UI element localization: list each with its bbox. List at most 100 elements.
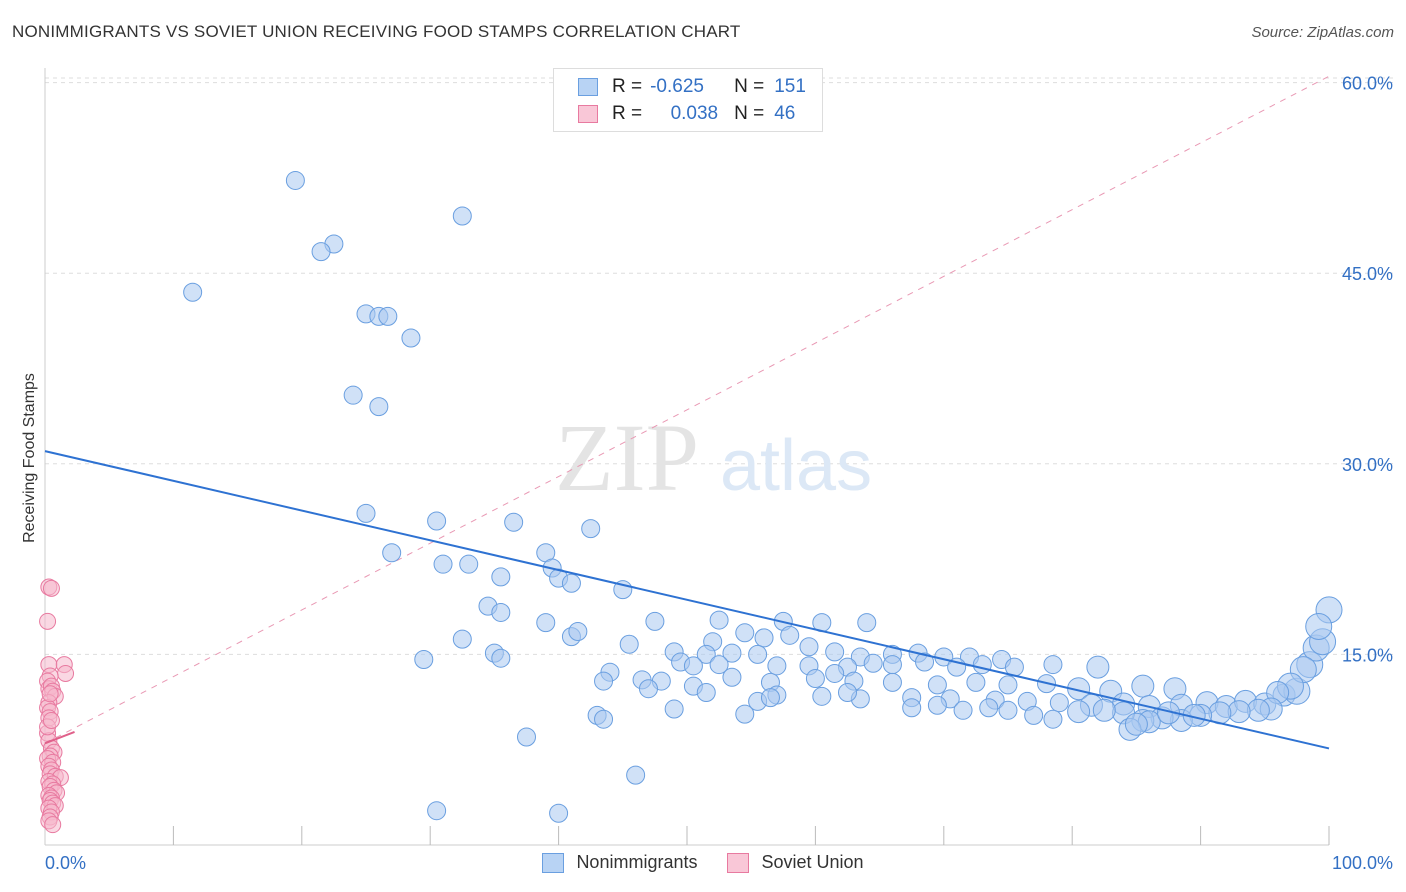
x-tick-label: 0.0%: [45, 853, 86, 873]
data-point: [1124, 712, 1148, 736]
data-point: [517, 727, 536, 747]
data-point: [42, 711, 60, 729]
r-label: R =: [612, 103, 643, 124]
data-point: [1043, 655, 1063, 675]
data-point: [972, 655, 992, 675]
data-point: [735, 704, 755, 724]
data-point: [491, 648, 511, 668]
data-point: [1043, 709, 1063, 729]
legend-item-soviet-union: Soviet Union: [727, 852, 864, 873]
data-point: [433, 554, 453, 574]
data-point: [536, 613, 556, 633]
n-label: N =: [734, 76, 765, 97]
data-point: [915, 652, 935, 672]
blue-swatch: [542, 852, 565, 873]
n-value: 151: [774, 76, 806, 97]
data-point: [696, 683, 716, 703]
data-point: [491, 602, 511, 622]
data-point: [696, 644, 716, 664]
data-point: [504, 512, 524, 532]
r-label: R =: [612, 76, 643, 97]
data-point: [41, 685, 59, 703]
y-tick-label: 60.0%: [1342, 74, 1393, 94]
data-point: [998, 675, 1018, 695]
data-point: [44, 816, 62, 834]
diagonal-reference-line: [44, 75, 1330, 744]
trend-line-soviet-union: [44, 730, 75, 745]
data-point: [1049, 693, 1069, 713]
legend-item-nonimmigrants: Nonimmigrants: [542, 852, 697, 873]
data-point: [882, 672, 902, 692]
data-point: [561, 573, 581, 593]
blue-swatch: [578, 78, 598, 96]
data-point: [882, 655, 902, 675]
data-point: [748, 644, 768, 664]
data-point: [42, 579, 60, 597]
diagonal-line: [44, 75, 1330, 744]
data-point: [722, 667, 742, 687]
stats-box: R = -0.625 N = 151 R = 0.038 N = 46: [553, 68, 823, 132]
data-point: [812, 686, 832, 706]
data-point: [1092, 698, 1116, 722]
n-value: 46: [774, 103, 796, 124]
data-point: [452, 629, 472, 649]
data-point: [780, 625, 800, 645]
chart-title: NONIMMIGRANTS VS SOVIET UNION RECEIVING …: [12, 22, 741, 41]
data-point: [1086, 655, 1110, 679]
pink-swatch: [727, 852, 750, 873]
data-point: [619, 634, 639, 654]
data-point: [57, 664, 75, 682]
data-point: [998, 700, 1018, 720]
axes: [44, 68, 1330, 846]
data-point: [378, 306, 398, 326]
data-point: [857, 613, 877, 633]
data-point: [927, 675, 947, 695]
n-label: N =: [734, 103, 765, 124]
data-point: [459, 554, 479, 574]
data-point: [722, 643, 742, 663]
legend-label: Nonimmigrants: [576, 852, 698, 872]
data-point: [638, 679, 658, 699]
data-point: [594, 671, 614, 691]
data-point: [343, 385, 363, 405]
data-point: [953, 700, 973, 720]
data-point: [838, 683, 857, 703]
data-point: [863, 653, 883, 673]
watermark-atlas: atlas: [720, 426, 872, 506]
data-point: [767, 656, 787, 676]
y-tick-label: 30.0%: [1342, 455, 1393, 475]
data-point: [1067, 700, 1091, 724]
data-point: [735, 623, 755, 643]
data-point: [401, 328, 421, 348]
data-point: [1024, 705, 1044, 725]
data-point: [382, 543, 402, 563]
data-point: [427, 801, 447, 821]
data-point: [491, 567, 511, 587]
data-point: [452, 206, 472, 226]
r-value: 0.038: [670, 103, 719, 124]
x-tick-label: 100.0%: [1332, 853, 1393, 873]
stats-row-nonimmigrants: R = -0.625 N = 151: [578, 74, 806, 100]
data-point: [645, 611, 665, 631]
data-point: [414, 649, 434, 669]
grid-lines: [45, 77, 1395, 655]
legend: Nonimmigrants Soviet Union: [0, 852, 1406, 873]
data-point: [825, 642, 845, 662]
data-point: [594, 709, 614, 729]
r-value: -0.625: [650, 76, 704, 97]
data-point: [805, 669, 825, 689]
data-point: [626, 765, 646, 785]
pink-swatch: [578, 105, 598, 123]
data-point: [356, 503, 376, 523]
data-point: [427, 511, 447, 531]
trend-lines: [44, 450, 1330, 750]
source-label: Source: ZipAtlas.com: [1251, 24, 1394, 41]
trend-line-nonimmigrants: [44, 450, 1330, 750]
data-point: [754, 628, 774, 648]
data-point: [183, 282, 203, 302]
stats-row-soviet-union: R = 0.038 N = 46: [578, 101, 795, 127]
data-point: [760, 688, 780, 708]
data-point: [709, 610, 729, 630]
legend-label: Soviet Union: [761, 852, 864, 872]
